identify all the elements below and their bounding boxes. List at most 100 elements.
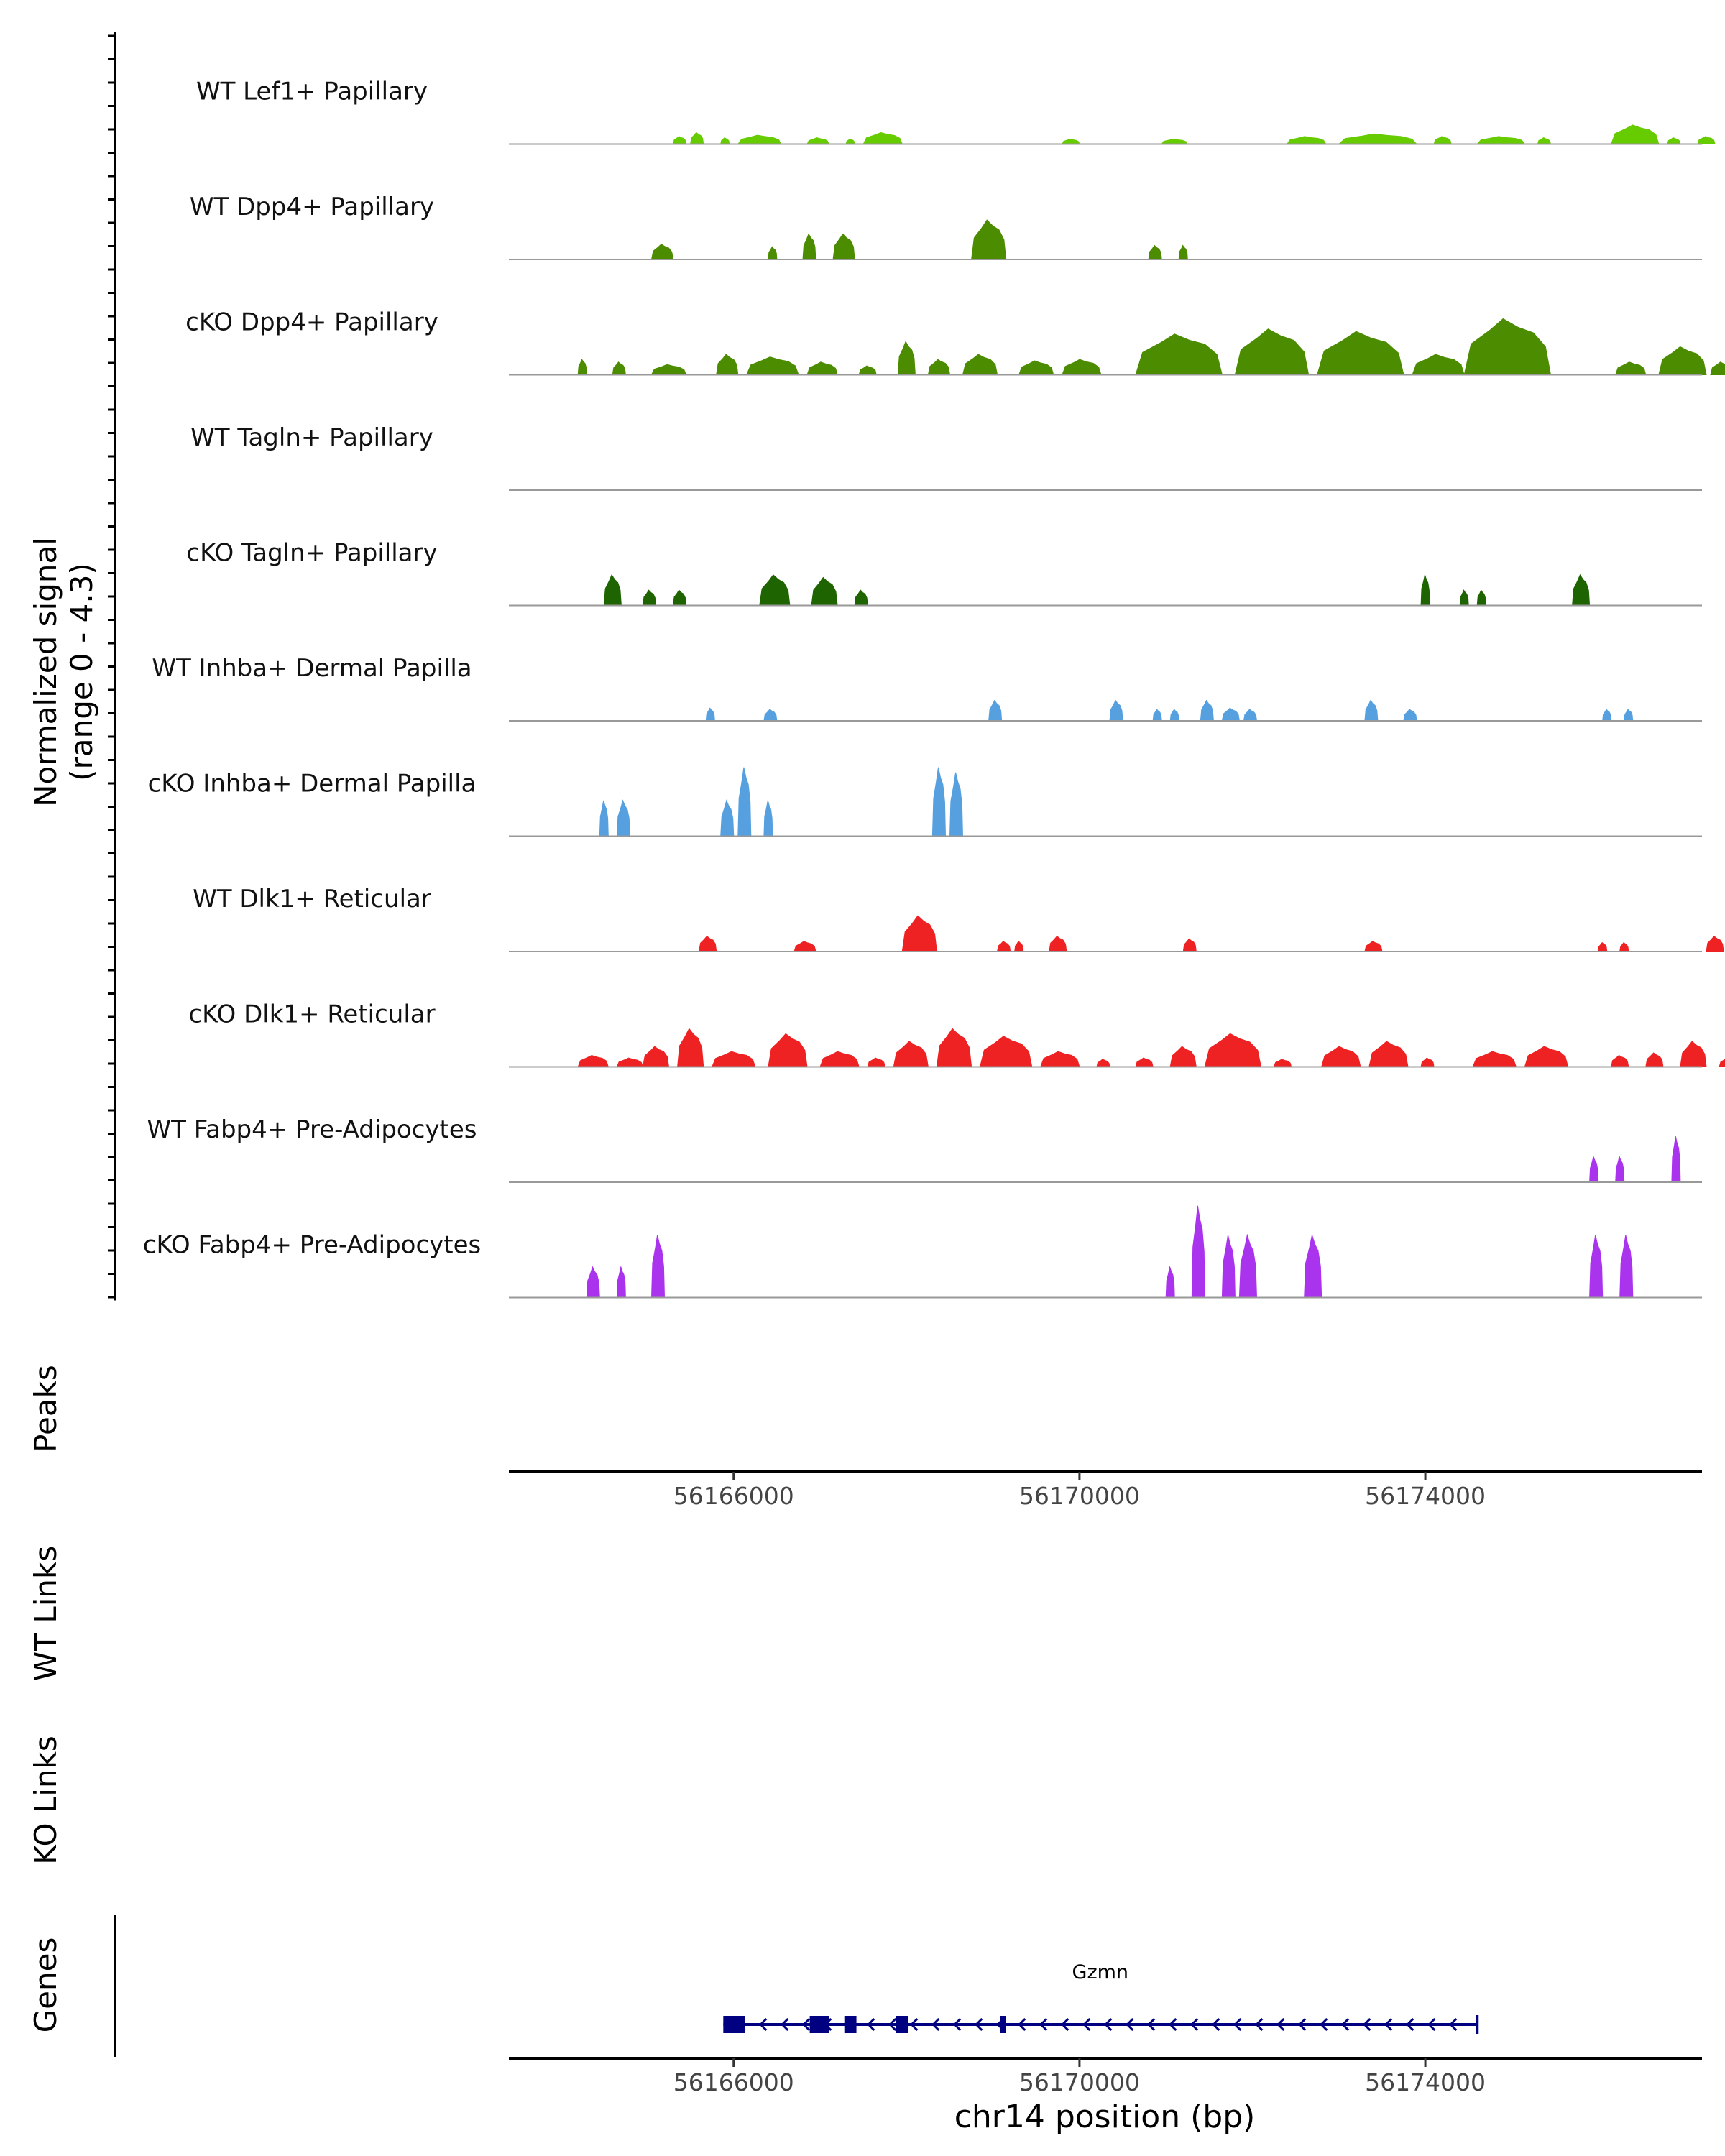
- signal-peak: [650, 244, 674, 260]
- signal-peak: [1109, 699, 1123, 722]
- signal-peak: [1165, 1265, 1175, 1298]
- signal-peak: [586, 1266, 600, 1298]
- track-label: WT Tagln+ Papillary: [190, 423, 433, 452]
- signal-peak: [1680, 1041, 1707, 1067]
- x-axis-tick-label: 56170000: [1019, 1482, 1140, 1510]
- signal-peak: [716, 354, 739, 375]
- signal-peak: [1178, 244, 1188, 260]
- signal-peak: [1338, 133, 1418, 144]
- signal-peak: [1671, 1136, 1681, 1183]
- signal-peak: [1243, 709, 1258, 722]
- signal-peak: [1433, 136, 1452, 144]
- signal-peak: [746, 356, 799, 375]
- track-label: cKO Tagln+ Papillary: [186, 539, 437, 568]
- strand-arrow-icon: [1384, 2017, 1393, 2032]
- signal-peak: [1321, 1046, 1361, 1067]
- x-axis-tick-label: 56166000: [673, 1482, 794, 1510]
- signal-y-axis-label-line1: Normalized signal: [28, 537, 63, 807]
- signal-peak: [1619, 1235, 1634, 1298]
- track-label: WT Fabp4+ Pre-Adipocytes: [147, 1115, 477, 1144]
- strand-arrow-icon: [867, 2017, 875, 2032]
- signal-y-axis-label-line2: (range 0 - 4.3): [64, 563, 99, 781]
- signal-peak: [1062, 359, 1102, 375]
- signal-peak: [616, 1057, 644, 1067]
- signal-peak: [811, 576, 838, 606]
- track: cKO Dlk1+ Reticular: [188, 1000, 1725, 1068]
- signal-peak: [1286, 136, 1327, 144]
- signal-peak: [1169, 1046, 1197, 1067]
- signal-peak: [806, 361, 838, 375]
- signal-peak: [720, 799, 735, 837]
- signal-peak: [794, 941, 816, 952]
- signal-peak: [768, 246, 778, 260]
- signal-peak: [1014, 941, 1024, 952]
- signal-peak: [642, 589, 657, 606]
- signal-peak: [1403, 709, 1417, 722]
- gene-exon: [809, 2016, 829, 2033]
- strand-arrow-icon: [910, 2017, 919, 2032]
- track-label: cKO Fabp4+ Pre-Adipocytes: [143, 1231, 482, 1260]
- track: cKO Fabp4+ Pre-Adipocytes: [143, 1205, 1702, 1299]
- x-axis-tick-label: 56174000: [1365, 1482, 1486, 1510]
- peaks-panel-label: Peaks: [28, 1365, 63, 1452]
- signal-peak: [711, 1051, 756, 1067]
- signal-peak: [1040, 1051, 1080, 1067]
- signal-peak: [1273, 1059, 1292, 1067]
- signal-peak: [699, 936, 717, 952]
- signal-peak: [845, 138, 855, 144]
- signal-peak: [677, 1028, 704, 1067]
- signal-peak: [901, 915, 937, 952]
- signal-peak: [802, 233, 816, 260]
- x-axis-top: 56166000 56170000 56174000: [509, 1470, 1702, 1510]
- signal-peak: [1062, 138, 1080, 144]
- signal-peak: [862, 132, 903, 144]
- signal-peak: [1169, 709, 1179, 722]
- signal-peak: [1182, 938, 1197, 952]
- signal-peak: [1135, 1057, 1154, 1067]
- gene-exon: [844, 2016, 857, 2033]
- strand-arrow-icon: [1104, 2017, 1113, 2032]
- signal-peak: [1697, 136, 1716, 144]
- signal-peak: [1645, 1052, 1664, 1067]
- signal-peak: [854, 589, 868, 606]
- signal-peak: [1018, 360, 1054, 375]
- signal-peak: [927, 359, 951, 375]
- strand-arrow-icon: [1233, 2017, 1242, 2032]
- signal-peak: [1221, 707, 1240, 722]
- signal-peak: [832, 233, 855, 260]
- signal-peak: [1598, 941, 1608, 952]
- signal-peak: [1614, 361, 1647, 375]
- strand-arrow-icon: [1363, 2017, 1371, 2032]
- signal-peak: [1719, 1059, 1725, 1067]
- signal-peak: [1200, 699, 1214, 722]
- signal-peak: [603, 573, 622, 606]
- strand-arrow-icon: [1255, 2017, 1264, 2032]
- strand-arrow-icon: [1039, 2017, 1048, 2032]
- track-label: cKO Dlk1+ Reticular: [188, 1000, 435, 1029]
- signal-peak: [1472, 1051, 1517, 1067]
- gene-name-label: Gzmn: [1072, 1961, 1129, 1984]
- ko-links-panel-label: KO Links: [28, 1736, 63, 1865]
- signal-peak: [720, 137, 730, 144]
- signal-peak: [897, 341, 916, 375]
- signal-peak: [1221, 1235, 1236, 1298]
- strand-arrow-icon: [888, 2017, 897, 2032]
- signal-peak: [806, 137, 829, 144]
- track: cKO Tagln+ Papillary: [186, 539, 1702, 607]
- signal-peak: [1049, 936, 1067, 952]
- signal-peak: [1463, 318, 1552, 375]
- signal-peak: [1152, 709, 1162, 722]
- signal-peak: [971, 219, 1007, 260]
- strand-arrow-icon: [1406, 2017, 1414, 2032]
- genes-panel-label: Genes: [28, 1938, 63, 2033]
- signal-peak: [1615, 1155, 1625, 1183]
- track-label: WT Inhba+ Dermal Papilla: [152, 654, 472, 683]
- signal-peak: [1161, 138, 1189, 144]
- x-axis-tick-label: 56170000: [1019, 2068, 1140, 2096]
- strand-arrow-icon: [1190, 2017, 1199, 2032]
- strand-arrow-icon: [759, 2017, 768, 2032]
- signal-peak: [690, 132, 704, 144]
- signal-peak: [1658, 346, 1707, 375]
- track-label: cKO Inhba+ Dermal Papilla: [148, 770, 477, 798]
- strand-arrow-icon: [1298, 2017, 1307, 2032]
